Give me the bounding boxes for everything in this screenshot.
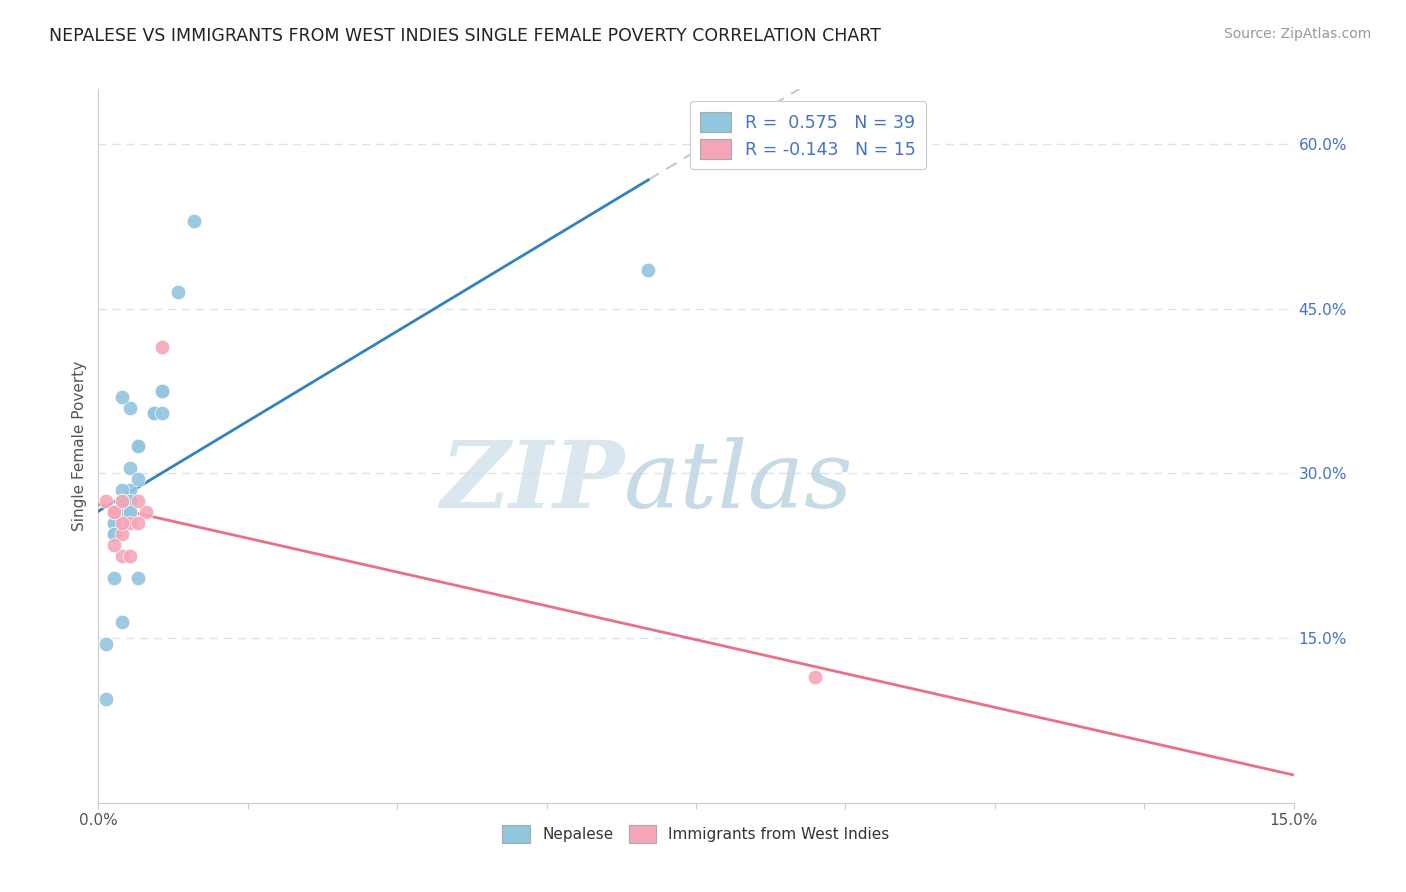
Point <box>103 516 125 530</box>
Point <box>111 390 134 404</box>
Point <box>120 483 142 497</box>
Point <box>111 505 134 519</box>
Point <box>111 516 134 530</box>
Text: ZIP: ZIP <box>440 437 624 526</box>
Point <box>120 461 142 475</box>
Point <box>111 494 134 508</box>
Point <box>120 505 142 519</box>
Point <box>111 494 134 508</box>
Point <box>111 505 134 519</box>
Point <box>120 505 142 519</box>
Point <box>103 505 125 519</box>
Point <box>150 384 173 398</box>
Point <box>96 637 118 651</box>
Point <box>111 549 134 563</box>
Point <box>103 526 125 541</box>
Point <box>120 549 142 563</box>
Point <box>127 571 149 585</box>
Point <box>135 505 157 519</box>
Point <box>120 401 142 415</box>
Text: atlas: atlas <box>624 437 853 526</box>
Point <box>103 571 125 585</box>
Point <box>103 526 125 541</box>
Point <box>127 494 149 508</box>
Point <box>103 538 125 552</box>
Point <box>96 691 118 706</box>
Point <box>150 406 173 420</box>
Point <box>150 340 173 354</box>
Point <box>143 406 166 420</box>
Point <box>127 439 149 453</box>
Y-axis label: Single Female Poverty: Single Female Poverty <box>72 361 87 531</box>
Point <box>103 526 125 541</box>
Point <box>127 516 149 530</box>
Text: NEPALESE VS IMMIGRANTS FROM WEST INDIES SINGLE FEMALE POVERTY CORRELATION CHART: NEPALESE VS IMMIGRANTS FROM WEST INDIES … <box>49 27 882 45</box>
Point <box>120 516 142 530</box>
Point <box>96 494 118 508</box>
Point <box>804 669 827 683</box>
Point <box>103 516 125 530</box>
Point <box>637 263 659 277</box>
Text: Source: ZipAtlas.com: Source: ZipAtlas.com <box>1223 27 1371 41</box>
Point <box>150 384 173 398</box>
Point <box>111 483 134 497</box>
Point <box>127 472 149 486</box>
Point <box>127 439 149 453</box>
Point <box>167 285 190 300</box>
Point <box>111 494 134 508</box>
Point <box>103 516 125 530</box>
Point <box>103 505 125 519</box>
Legend: Nepalese, Immigrants from West Indies: Nepalese, Immigrants from West Indies <box>496 819 896 848</box>
Point <box>120 494 142 508</box>
Point <box>111 615 134 629</box>
Point <box>103 526 125 541</box>
Point <box>183 214 205 228</box>
Point <box>103 516 125 530</box>
Point <box>111 526 134 541</box>
Point <box>120 494 142 508</box>
Point <box>103 526 125 541</box>
Point <box>103 505 125 519</box>
Point <box>143 406 166 420</box>
